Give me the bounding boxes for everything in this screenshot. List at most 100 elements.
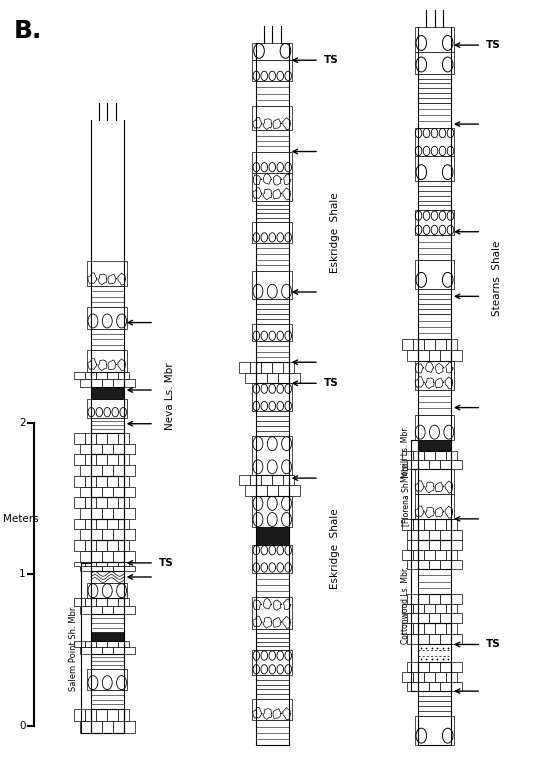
Bar bbox=[440, 459, 451, 469]
Bar bbox=[412, 519, 424, 530]
Bar bbox=[124, 606, 135, 614]
Bar bbox=[451, 540, 462, 550]
Bar bbox=[412, 623, 424, 634]
Bar bbox=[118, 497, 129, 508]
Bar bbox=[107, 641, 118, 647]
Bar bbox=[118, 455, 129, 465]
Bar bbox=[74, 540, 85, 551]
Text: Eskridge  Shale: Eskridge Shale bbox=[330, 192, 340, 272]
Bar bbox=[402, 451, 412, 459]
Bar bbox=[424, 672, 434, 681]
Bar bbox=[102, 487, 113, 497]
Bar bbox=[446, 550, 456, 559]
Bar bbox=[278, 485, 289, 496]
Bar bbox=[407, 530, 418, 540]
Bar bbox=[407, 613, 418, 623]
Bar bbox=[418, 74, 451, 102]
Text: TS: TS bbox=[323, 378, 338, 388]
Bar bbox=[440, 634, 451, 644]
Bar bbox=[418, 681, 429, 691]
Bar bbox=[256, 485, 267, 496]
Bar bbox=[278, 372, 289, 383]
Bar bbox=[440, 681, 451, 691]
Bar bbox=[402, 604, 412, 613]
Bar bbox=[74, 433, 85, 444]
Bar bbox=[107, 519, 118, 529]
Bar bbox=[429, 613, 440, 623]
Bar bbox=[256, 341, 289, 362]
Bar bbox=[415, 361, 454, 390]
Bar bbox=[252, 436, 292, 475]
Bar bbox=[434, 550, 446, 559]
Bar bbox=[252, 383, 292, 411]
Bar bbox=[107, 497, 118, 508]
Bar bbox=[96, 598, 107, 606]
Bar bbox=[124, 566, 135, 571]
Bar bbox=[102, 465, 113, 476]
Bar bbox=[418, 350, 429, 361]
Bar bbox=[256, 81, 289, 106]
Bar bbox=[252, 496, 292, 527]
Bar bbox=[256, 130, 289, 151]
Text: TS: TS bbox=[158, 558, 173, 568]
Bar bbox=[87, 307, 127, 329]
Bar bbox=[118, 598, 129, 606]
Text: Neva Ls. Mbr: Neva Ls. Mbr bbox=[165, 362, 175, 430]
Bar bbox=[85, 562, 96, 566]
Bar bbox=[256, 527, 289, 545]
Bar bbox=[124, 465, 135, 476]
Bar bbox=[124, 508, 135, 519]
Bar bbox=[91, 529, 102, 540]
Bar bbox=[412, 550, 424, 559]
Bar bbox=[250, 475, 261, 485]
Bar bbox=[96, 476, 107, 487]
Bar bbox=[440, 350, 451, 361]
Bar bbox=[451, 350, 462, 361]
Bar bbox=[113, 551, 124, 562]
Bar bbox=[96, 497, 107, 508]
Bar bbox=[87, 262, 127, 286]
Bar bbox=[74, 519, 85, 529]
Bar bbox=[107, 476, 118, 487]
Bar bbox=[74, 476, 85, 487]
Bar bbox=[407, 663, 418, 672]
Bar bbox=[118, 708, 129, 721]
Text: 2: 2 bbox=[19, 418, 26, 428]
Bar bbox=[96, 540, 107, 551]
Bar bbox=[256, 674, 289, 699]
Text: Eskridge  Shale: Eskridge Shale bbox=[330, 508, 340, 589]
Bar bbox=[91, 379, 102, 387]
Bar bbox=[113, 721, 124, 733]
Bar bbox=[113, 487, 124, 497]
Bar bbox=[415, 494, 454, 519]
Bar bbox=[402, 519, 412, 530]
Bar bbox=[256, 720, 289, 745]
Bar bbox=[91, 372, 124, 387]
Bar bbox=[418, 289, 451, 314]
Bar bbox=[429, 594, 440, 604]
Bar bbox=[252, 43, 292, 61]
Bar bbox=[113, 647, 124, 653]
Bar bbox=[74, 455, 85, 465]
Bar bbox=[91, 444, 102, 455]
Bar bbox=[272, 362, 283, 372]
Bar bbox=[418, 314, 451, 339]
Text: B.: B. bbox=[14, 19, 42, 43]
Bar bbox=[85, 455, 96, 465]
Bar bbox=[80, 465, 91, 476]
Bar bbox=[118, 641, 129, 647]
Bar bbox=[91, 387, 124, 399]
Bar bbox=[418, 691, 451, 716]
Bar bbox=[407, 634, 418, 644]
Bar bbox=[446, 623, 456, 634]
Text: Cottonwood Ls. Mbr.: Cottonwood Ls. Mbr. bbox=[401, 566, 410, 644]
Bar bbox=[80, 551, 91, 562]
Bar bbox=[91, 562, 124, 571]
Bar bbox=[113, 508, 124, 519]
Bar bbox=[256, 362, 289, 383]
Bar bbox=[412, 672, 424, 681]
Bar bbox=[402, 550, 412, 559]
Bar bbox=[252, 271, 292, 299]
Bar bbox=[85, 641, 96, 647]
Bar bbox=[446, 339, 456, 350]
